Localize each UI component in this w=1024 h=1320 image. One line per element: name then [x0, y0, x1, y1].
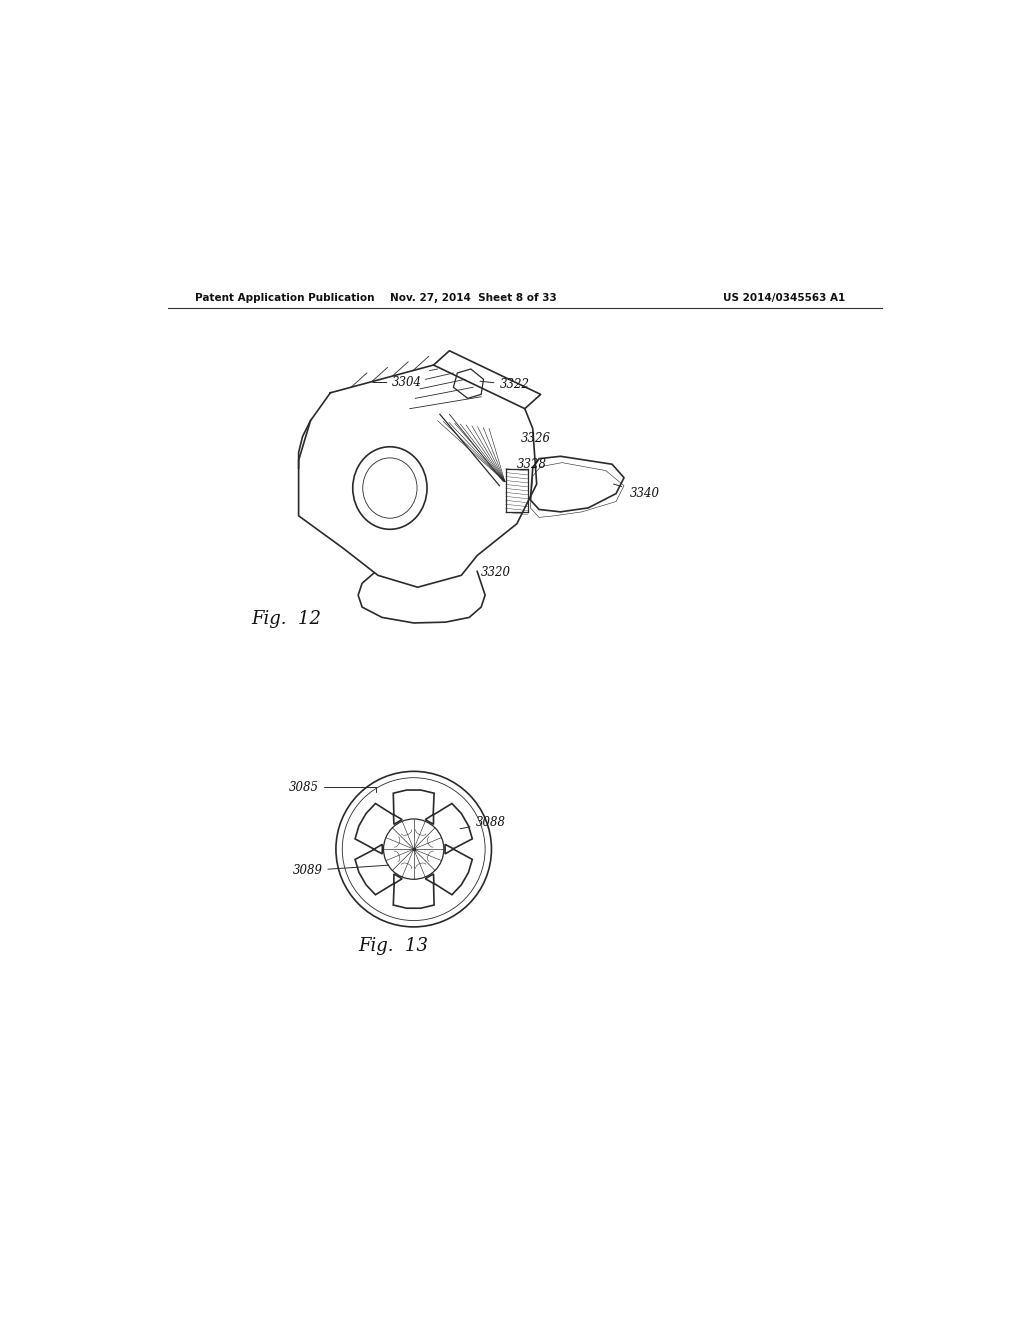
Text: 3340: 3340 — [630, 487, 659, 500]
Text: US 2014/0345563 A1: US 2014/0345563 A1 — [723, 293, 846, 304]
Text: 3085: 3085 — [289, 780, 377, 793]
Text: Nov. 27, 2014  Sheet 8 of 33: Nov. 27, 2014 Sheet 8 of 33 — [390, 293, 557, 304]
Text: 3328: 3328 — [517, 458, 547, 471]
Text: 3304: 3304 — [373, 376, 422, 389]
Text: Fig.  13: Fig. 13 — [358, 937, 428, 954]
Text: 3326: 3326 — [521, 432, 551, 445]
Text: Fig.  12: Fig. 12 — [251, 610, 321, 628]
Text: 3088: 3088 — [460, 817, 506, 829]
Text: Patent Application Publication: Patent Application Publication — [196, 293, 375, 304]
Text: 3320: 3320 — [481, 566, 511, 579]
Text: 3089: 3089 — [293, 865, 389, 876]
Text: 3322: 3322 — [480, 379, 529, 391]
